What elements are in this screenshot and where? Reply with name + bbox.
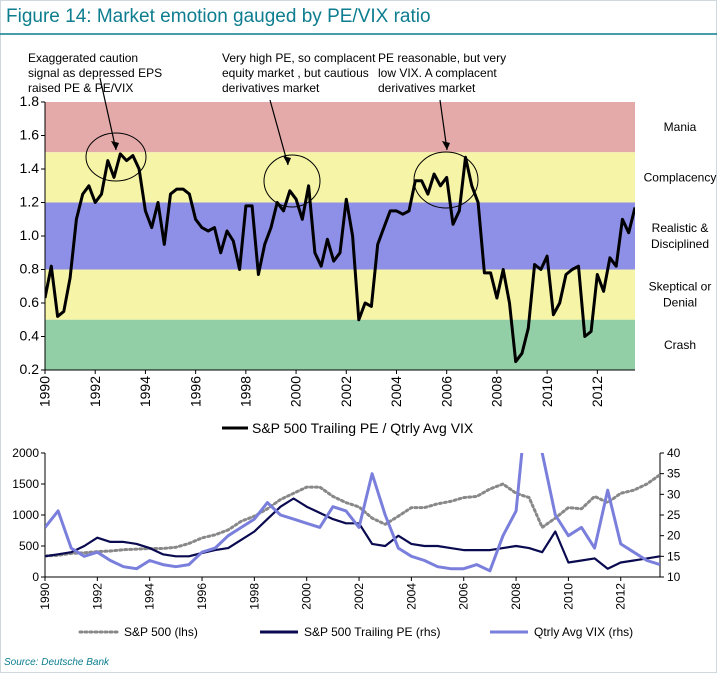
y2-tick-label: 25 xyxy=(667,508,681,522)
x-tick-label: 2012 xyxy=(589,376,605,407)
annotation: signal as depressed EPS xyxy=(28,66,162,80)
zone-label: Crash xyxy=(664,338,696,352)
y2-tick-label: 15 xyxy=(667,549,681,563)
zone-label: Denial xyxy=(663,296,697,310)
frame xyxy=(0,0,717,673)
y-tick-label: 1.8 xyxy=(20,93,40,109)
x-tick-label: 1994 xyxy=(137,376,153,407)
x-tick-label: 1996 xyxy=(187,376,203,407)
x-tick-label: 2000 xyxy=(300,583,314,610)
y-tick-label: 0 xyxy=(32,570,39,584)
arrow-head xyxy=(111,141,119,150)
y2-tick-label: 20 xyxy=(667,529,681,543)
series-group xyxy=(45,152,635,364)
x-tick-label: 1998 xyxy=(247,583,261,610)
annotation: derivatives market xyxy=(222,81,320,95)
y-tick-label: 0.2 xyxy=(20,361,40,377)
zone-label: Complacency xyxy=(644,170,717,184)
y-tick-label: 1.2 xyxy=(20,194,40,210)
x-tick-label: 2010 xyxy=(539,376,555,407)
x-tick-label: 2012 xyxy=(614,583,628,610)
x-tick-label: 2002 xyxy=(352,583,366,610)
y2-tick-label: 10 xyxy=(667,570,681,584)
y-tick-label: 2000 xyxy=(12,446,39,460)
series-line xyxy=(45,453,660,573)
zone-label: Disciplined xyxy=(651,237,709,251)
zone-label: Mania xyxy=(664,120,697,134)
x-tick-label: 2004 xyxy=(388,376,404,407)
arrow-head xyxy=(442,141,450,150)
x-tick-label: 1992 xyxy=(87,376,103,407)
series-group xyxy=(45,453,660,573)
x-tick-label: 1992 xyxy=(90,583,104,610)
annotation: equity market , but cautious xyxy=(222,66,369,80)
x-tick-label: 2000 xyxy=(288,376,304,407)
legend-label: S&P 500 (lhs) xyxy=(124,625,198,639)
x-tick-label: 2006 xyxy=(457,583,471,610)
annotation: derivatives market xyxy=(378,81,476,95)
source: Source: Deutsche Bank xyxy=(4,657,110,668)
y-tick-label: 1500 xyxy=(12,477,39,491)
x-tick-label: 1990 xyxy=(37,376,53,407)
highlight-ellipse xyxy=(85,132,147,182)
x-tick-label: 1990 xyxy=(38,583,52,610)
x-tick-label: 2008 xyxy=(509,583,523,610)
zone xyxy=(45,319,635,370)
annotation: PE reasonable, but very xyxy=(378,51,506,65)
y-tick-label: 1000 xyxy=(12,508,39,522)
highlight-ellipse xyxy=(263,154,321,208)
annotation-arrow xyxy=(269,99,289,166)
x-tick-label: 2002 xyxy=(338,376,354,407)
series-line xyxy=(45,152,635,364)
y-tick-label: 0.6 xyxy=(20,294,40,310)
annotation: low VIX. A complacent xyxy=(378,66,497,80)
zone-label: Skeptical or xyxy=(649,280,712,294)
x-tick-label: 2008 xyxy=(489,376,505,407)
annotation: Exaggerated caution xyxy=(28,51,138,65)
y2-tick-label: 40 xyxy=(667,446,681,460)
annotation: raised PE & PE/VIX xyxy=(28,81,133,95)
y-tick-label: 500 xyxy=(19,539,39,553)
x-tick-label: 1998 xyxy=(238,376,254,407)
legend-label: S&P 500 Trailing PE (rhs) xyxy=(304,625,441,639)
y-tick-label: 0.8 xyxy=(20,261,40,277)
zone xyxy=(45,102,635,153)
y-tick-label: 0.4 xyxy=(20,328,40,344)
y2-tick-label: 30 xyxy=(667,487,681,501)
annotation-arrow xyxy=(99,77,117,151)
figure-title: Figure 14: Market emotion gauged by PE/V… xyxy=(6,6,431,27)
x-tick-label: 2006 xyxy=(438,376,454,407)
legend-label: Qtrly Avg VIX (rhs) xyxy=(534,625,633,639)
highlight-ellipse xyxy=(413,151,479,209)
series-line xyxy=(45,497,660,570)
annotation: Very high PE, so complacent xyxy=(222,51,376,65)
zone-label: Realistic & xyxy=(652,221,709,235)
x-tick-label: 2004 xyxy=(404,583,418,610)
y-tick-label: 1.4 xyxy=(20,160,40,176)
zone xyxy=(45,202,635,270)
annotation-arrow xyxy=(439,99,448,151)
y-tick-label: 1.6 xyxy=(20,127,40,143)
x-tick-label: 1996 xyxy=(195,583,209,610)
y2-tick-label: 35 xyxy=(667,467,681,481)
x-tick-label: 1994 xyxy=(143,583,157,610)
x-tick-label: 2010 xyxy=(561,583,575,610)
y-tick-label: 1.0 xyxy=(20,227,40,243)
arrow-head xyxy=(283,156,291,165)
legend-label: S&P 500 Trailing PE / Qtrly Avg VIX xyxy=(252,420,474,436)
zone xyxy=(45,269,635,320)
